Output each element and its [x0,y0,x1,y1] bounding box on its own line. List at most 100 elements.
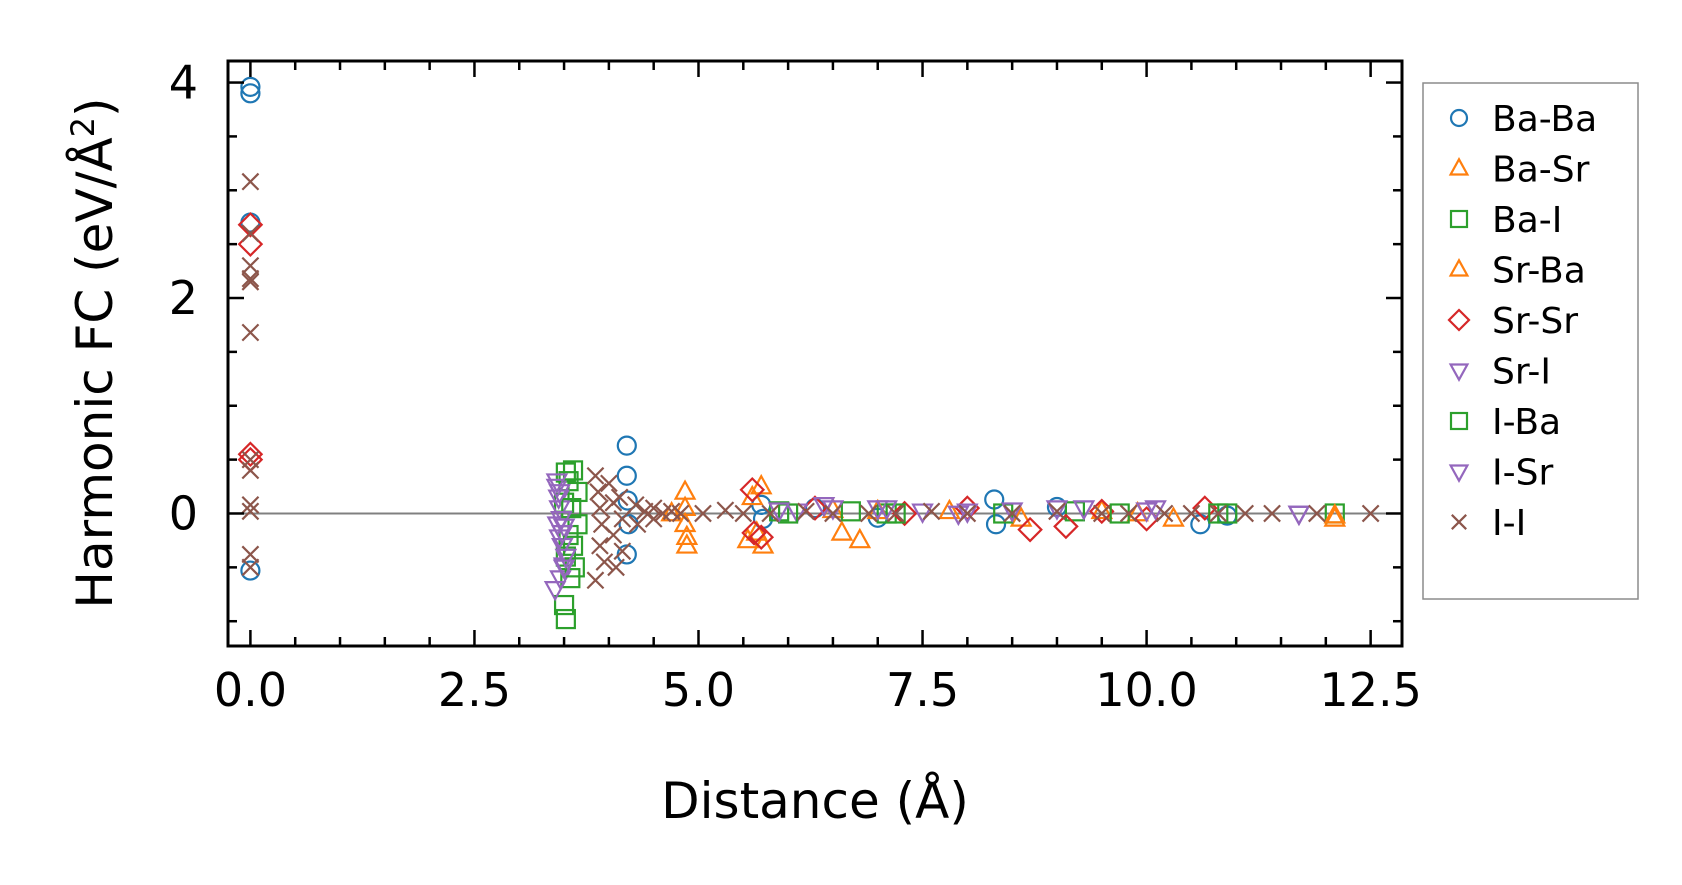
point-i-ba [562,460,584,481]
point-sr-ba [1323,503,1347,524]
point-ba-sr [938,498,961,520]
legend-label-i-sr: I-Sr [1492,453,1553,494]
point-i-i [613,509,632,528]
legend-marker-ba-ba [1449,108,1469,128]
point-i-i [607,558,625,577]
point-i-i [859,504,878,523]
point-i-sr [545,473,569,494]
point-ba-sr [848,527,872,549]
point-sr-sr [237,441,264,468]
point-ba-i [567,514,588,535]
point-sr-sr [1017,516,1043,543]
point-i-sr [550,525,574,546]
y-axis-label-main: Harmonic FC (eV/Å [66,137,124,608]
point-ba-i [555,608,576,630]
data-markers [237,76,1380,630]
point-i-i [824,504,842,523]
point-i-sr [548,484,571,505]
point-i-sr [767,502,791,523]
x-tick-label: 5.0 [662,663,735,717]
point-i-i [797,502,815,521]
y-tick-labels: 0 2 4 [169,56,198,541]
x-tick-label: 0.0 [214,663,287,717]
point-sr-sr [1053,513,1079,540]
legend-box [1422,82,1639,600]
point-sr-sr [891,500,918,527]
point-sr-ba [745,520,769,541]
point-i-i [671,504,690,523]
legend-marker-ba-sr [1448,157,1470,176]
point-ba-ba [240,76,261,97]
legend-label-sr-ba: Sr-Ba [1492,251,1586,292]
point-i-i [1155,504,1174,523]
point-i-i [1361,504,1380,523]
legend-label-sr-sr: Sr-Sr [1492,301,1578,342]
point-i-i [604,526,623,544]
legend-label-i-i: I-I [1492,503,1526,544]
legend-marker-ba-i [1449,209,1469,229]
point-i-i [1003,504,1022,523]
legend: Ba-Ba Ba-Sr Ba-I Sr-Ba Sr-Sr Sr-I I-Ba I-Sr I-I [1422,82,1639,600]
point-i-i [610,488,629,507]
point-i-i [241,545,260,564]
series-i-i [241,172,1380,590]
point-ba-ba [240,560,261,581]
y-axis-label: Harmonic FC (eV/Å2) [64,97,124,608]
point-i-i [1182,504,1201,523]
point-ba-ba [616,435,637,456]
y-tick-label: 2 [169,271,198,325]
point-i-i [734,504,753,523]
point-i-i [1236,504,1255,523]
point-sr-sr [1088,498,1115,525]
point-i-i [241,172,260,191]
series-i-sr [545,473,1311,580]
legend-marker-i-i [1451,514,1467,530]
point-ba-ba [985,514,1007,535]
point-i-i [1263,504,1281,523]
point-i-i [958,504,977,523]
point-i-i [241,269,260,288]
point-i-i [241,272,260,291]
point-sr-i [911,503,934,524]
point-i-i [241,495,260,514]
plot-area [228,61,1402,646]
x-tick-labels: 0.0 2.5 5.0 7.5 10.0 12.5 [214,663,1422,717]
major-ticks [228,61,1402,646]
x-tick-label: 12.5 [1319,663,1421,717]
point-i-i [626,495,645,514]
point-i-i [241,256,260,275]
y-tick-label: 4 [169,56,198,110]
x-tick-label: 7.5 [886,663,959,717]
legend-label-i-ba: I-Ba [1492,402,1561,443]
point-i-i [1209,504,1228,523]
point-sr-sr [237,211,264,238]
point-sr-i [552,518,576,540]
point-i-i [1307,504,1326,523]
y-tick-label: 0 [169,486,198,540]
point-i-sr [554,548,578,570]
point-sr-i [1045,500,1069,521]
point-ba-ba [616,465,637,486]
point-sr-i [550,537,574,559]
point-sr-i [812,497,836,518]
point-ba-i [560,568,581,589]
point-i-i [595,553,614,571]
point-i-sr [947,505,970,527]
legend-label-ba-i: Ba-I [1492,200,1562,241]
point-i-i [586,571,605,590]
legend-label-ba-ba: Ba-Ba [1492,99,1597,140]
point-sr-ba [660,500,683,522]
point-ba-ba [617,490,638,511]
point-i-sr [550,511,573,532]
point-i-i [761,504,780,523]
y-axis-label-superscript: 2 [64,117,102,137]
legend-marker-sr-sr [1447,308,1471,332]
legend-label-ba-sr: Ba-Sr [1492,150,1590,191]
point-i-sr [552,559,576,580]
point-i-i [586,466,605,485]
point-i-i [589,483,608,501]
point-sr-sr [741,520,767,546]
point-sr-ba [673,479,697,500]
point-i-sr [1287,505,1311,527]
